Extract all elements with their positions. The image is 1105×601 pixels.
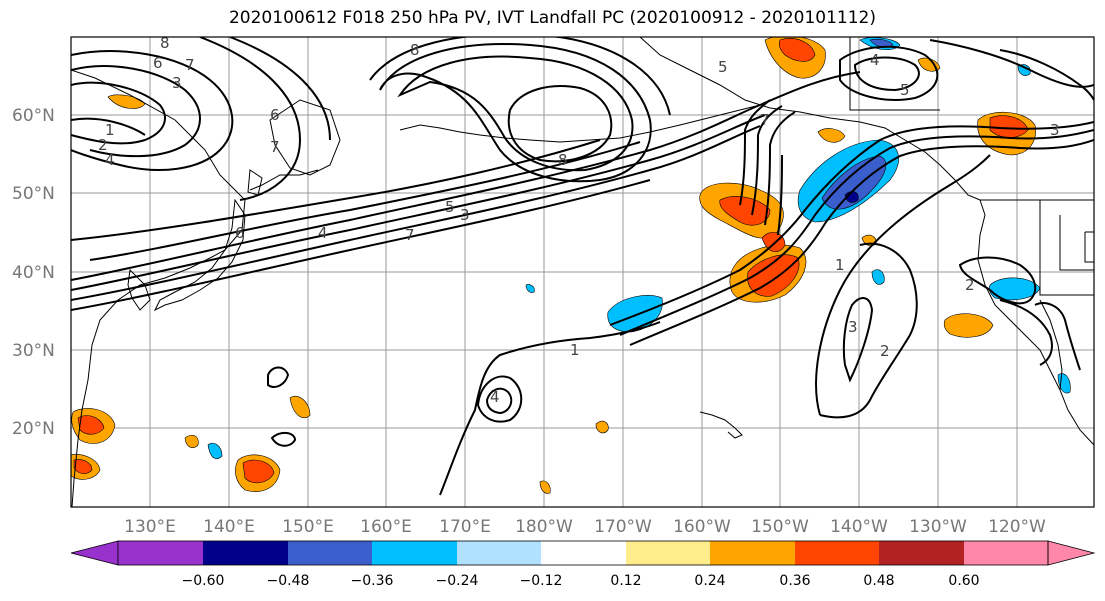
lon-label: 180°W (515, 517, 573, 537)
contour-label: 6 (235, 224, 245, 242)
contour-label: 4 (870, 51, 880, 69)
contour-label: 4 (490, 388, 500, 406)
colorbar-tick: 0.12 (610, 573, 641, 589)
contour-label: 1 (570, 341, 580, 359)
lon-label: 140°W (830, 517, 888, 537)
pv-contours (71, 37, 1094, 496)
contour-label: 5 (445, 198, 455, 216)
contour-label: 3 (460, 206, 470, 224)
contour-label: 6 (270, 106, 280, 124)
colorbar-bin (626, 541, 710, 565)
colorbar-bin (795, 541, 879, 565)
lon-label: 160°E (360, 517, 412, 537)
colorbar-tick: 0.24 (694, 573, 725, 589)
lon-label: 140°E (203, 517, 255, 537)
contour-label: 2 (965, 276, 975, 294)
contour-label: 7 (760, 111, 770, 129)
contour-label: 7 (185, 56, 195, 74)
colorbar-bin (710, 541, 795, 565)
contour-label: 3 (1050, 121, 1060, 139)
lat-label: 30°N (12, 341, 55, 361)
colorbar-bin (541, 541, 626, 565)
colorbar: −0.60 −0.48 −0.36 −0.24 −0.12 0.12 0.24 … (70, 540, 1096, 589)
colorbar-tick: 0.36 (779, 573, 810, 589)
contour-label: 6 (153, 54, 163, 72)
colorbar-tick: −0.12 (520, 573, 563, 589)
contour-label: 3 (172, 74, 182, 92)
colorbar-tick: 0.48 (863, 573, 894, 589)
latitude-labels: 60°N 50°N 40°N 30°N 20°N (12, 106, 55, 439)
colorbar-tick: −0.60 (182, 573, 225, 589)
colorbar-bin (879, 541, 964, 565)
ivt-anomaly-fill (71, 37, 1071, 494)
coastlines (71, 37, 1094, 507)
contour-label: 7 (270, 138, 280, 156)
lon-label: 150°W (751, 517, 809, 537)
contour-label: 8 (410, 41, 420, 59)
colorbar-tick: −0.48 (267, 573, 310, 589)
colorbar-tick: −0.36 (351, 573, 394, 589)
lon-label: 150°E (282, 517, 334, 537)
lat-label: 40°N (12, 263, 55, 283)
lon-label: 120°W (988, 517, 1046, 537)
contour-label: 1 (835, 256, 845, 274)
contour-label: 3 (848, 318, 858, 336)
colorbar-bin (964, 541, 1048, 565)
contour-label: 2 (880, 342, 890, 360)
lon-label: 130°W (909, 517, 967, 537)
contour-label: 2 (98, 136, 108, 154)
contour-label: 8 (160, 34, 170, 52)
colorbar-tick: 0.60 (948, 573, 979, 589)
lon-label: 160°W (673, 517, 731, 537)
colorbar-extend-low (70, 540, 119, 566)
lon-label: 170°W (594, 517, 652, 537)
colorbar-bin (372, 541, 457, 565)
graticule (71, 37, 1094, 507)
contour-label: 7 (405, 226, 415, 244)
colorbar-extend-high (1047, 540, 1096, 566)
map-border (70, 36, 1095, 508)
contour-label: 8 (558, 151, 568, 169)
colorbar-bin (457, 541, 541, 565)
lat-label: 20°N (12, 419, 55, 439)
contour-label: 5 (900, 81, 910, 99)
map-title: 2020100612 F018 250 hPa PV, IVT Landfall… (228, 8, 876, 28)
colorbar-bin (118, 541, 203, 565)
contour-label: 4 (318, 224, 328, 242)
lat-label: 60°N (12, 106, 55, 126)
contour-label: 4 (105, 151, 115, 169)
lat-label: 50°N (12, 184, 55, 204)
longitude-labels: 130°E 140°E 150°E 160°E 170°E 180°W 170°… (124, 517, 1046, 537)
contour-label: 5 (718, 58, 728, 76)
contour-labels: 8 6 7 3 1 2 4 6 7 8 5 3 4 7 6 5 7 5 4 8 … (98, 34, 1060, 406)
colorbar-bin (288, 541, 372, 565)
lon-label: 170°E (439, 517, 491, 537)
colorbar-bin (203, 541, 288, 565)
colorbar-tick: −0.24 (436, 573, 479, 589)
lon-label: 130°E (124, 517, 176, 537)
contour-label: 1 (105, 121, 115, 139)
